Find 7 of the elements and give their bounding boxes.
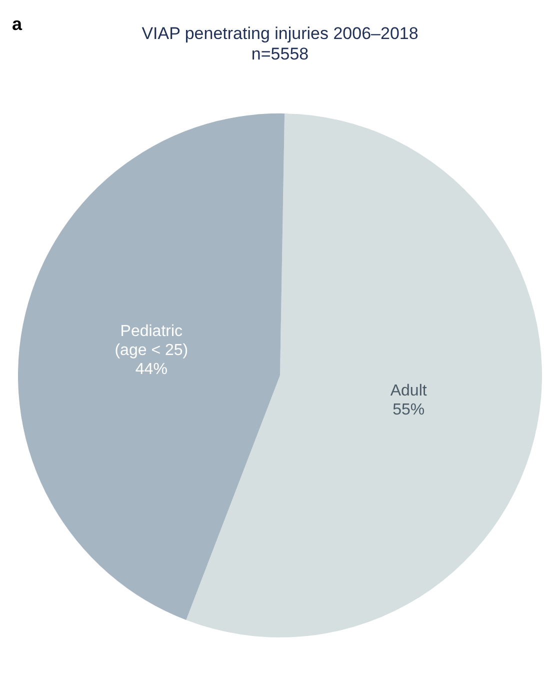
text: a xyxy=(12,14,23,34)
slice-label: Pediatric (age < 25) xyxy=(114,322,188,359)
data-label: 55% xyxy=(392,401,425,418)
chart-title: VIAP penetrating injuries 2006–2018 xyxy=(142,24,418,43)
data-label: 44% xyxy=(135,360,168,378)
chart-subtitle: n=5558 xyxy=(251,44,309,64)
slice-label: Adult xyxy=(390,382,428,400)
